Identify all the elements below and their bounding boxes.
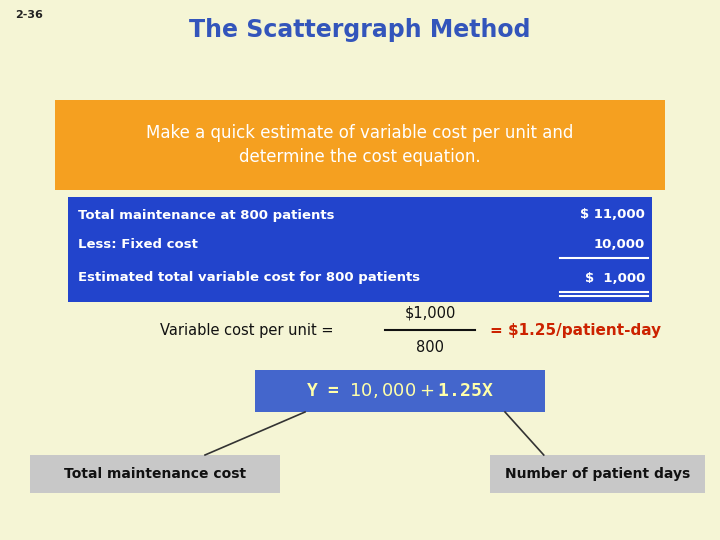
Text: 2-36: 2-36 xyxy=(15,10,43,20)
FancyBboxPatch shape xyxy=(490,455,705,493)
Text: Make a quick estimate of variable cost per unit and: Make a quick estimate of variable cost p… xyxy=(146,124,574,142)
Text: 10,000: 10,000 xyxy=(594,239,645,252)
Text: 800: 800 xyxy=(416,340,444,354)
FancyBboxPatch shape xyxy=(255,370,545,412)
FancyBboxPatch shape xyxy=(55,100,665,190)
FancyBboxPatch shape xyxy=(30,455,280,493)
Text: $ 11,000: $ 11,000 xyxy=(580,208,645,221)
Text: Total maintenance at 800 patients: Total maintenance at 800 patients xyxy=(78,208,335,221)
Text: The Scattergraph Method: The Scattergraph Method xyxy=(189,18,531,42)
Text: Number of patient days: Number of patient days xyxy=(505,467,690,481)
Text: Total maintenance cost: Total maintenance cost xyxy=(64,467,246,481)
FancyBboxPatch shape xyxy=(68,197,652,302)
Text: Less: Fixed cost: Less: Fixed cost xyxy=(78,239,198,252)
Text: $  1,000: $ 1,000 xyxy=(585,272,645,285)
Text: Estimated total variable cost for 800 patients: Estimated total variable cost for 800 pa… xyxy=(78,272,420,285)
Text: determine the cost equation.: determine the cost equation. xyxy=(239,148,481,166)
Text: Variable cost per unit =: Variable cost per unit = xyxy=(160,322,338,338)
Text: $1,000: $1,000 xyxy=(405,306,456,321)
Text: Y = $10,000 + $1.25X: Y = $10,000 + $1.25X xyxy=(306,381,494,401)
Text: = $1.25/patient-day: = $1.25/patient-day xyxy=(490,322,661,338)
